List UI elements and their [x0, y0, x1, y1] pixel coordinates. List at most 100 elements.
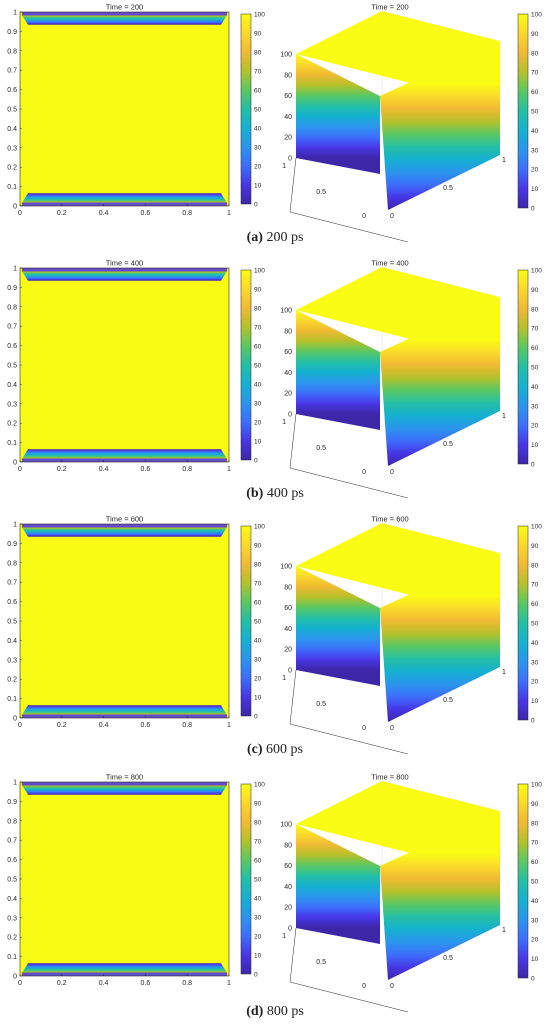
colorbar-tick-label: 20	[254, 420, 262, 427]
x-tick-label: 0.2	[57, 722, 67, 729]
z-tick-label: 20	[284, 391, 292, 398]
x-tick-label: 0.5	[443, 185, 453, 192]
heatmap-edge-top	[22, 782, 227, 786]
heatmap-edge-top	[22, 524, 227, 528]
x-tick-label: 0.4	[99, 722, 109, 729]
z-tick-label: 20	[284, 647, 292, 654]
colorbar-tick-label: 40	[254, 126, 262, 133]
caption-a-label: (a)	[246, 230, 263, 245]
colorbar-tick-label: 20	[531, 679, 539, 686]
x-tick-label: 0.5	[443, 441, 453, 448]
colorbar-tick-label: 60	[254, 600, 262, 607]
caption-d-text: 800 ps	[266, 1004, 304, 1019]
y-tick-label: 0.6	[7, 343, 17, 350]
colorbar	[240, 783, 252, 975]
surface-right-wall	[380, 41, 500, 210]
colorbar-tick-label: 10	[254, 695, 262, 702]
colorbar-tick-label: 80	[254, 820, 262, 827]
plot-title: Time = 400	[106, 259, 143, 268]
colorbar-tick-label: 60	[531, 89, 539, 96]
axis-base	[289, 413, 409, 499]
y-tick-label: 0.9	[7, 799, 17, 806]
colorbar-tick-label: 10	[254, 953, 262, 960]
colorbar-tick-label: 80	[254, 306, 262, 313]
y-tick-label: 0.2	[7, 165, 17, 172]
colorbar-tick-label: 30	[254, 915, 262, 922]
colorbar-tick-label: 90	[531, 31, 539, 38]
z-tick-label: 60	[284, 349, 292, 356]
y-tick-label: 0.1	[7, 696, 17, 703]
colorbar	[240, 13, 252, 205]
colorbar	[517, 525, 529, 721]
y-tick-label: 1	[13, 10, 17, 17]
y-tick-label: 0.5	[7, 877, 17, 884]
y-tick-label: 0.5	[7, 107, 17, 114]
x-tick-label: 0.6	[141, 722, 151, 729]
x-tick-label: 0	[18, 980, 22, 987]
z-tick-label: 40	[284, 370, 292, 377]
colorbar-tick-label: 50	[254, 363, 262, 370]
colorbar-tick-label: 70	[531, 326, 539, 333]
colorbar-tick-label: 100	[254, 268, 265, 275]
surface-left-wall	[296, 310, 380, 430]
surface-left-wall	[296, 54, 380, 174]
colorbar-tick-label: 70	[254, 581, 262, 588]
colorbar-tick-label: 50	[531, 109, 539, 116]
y-tick-label: 0.6	[7, 857, 17, 864]
colorbar-tick-label: 90	[254, 543, 262, 550]
colorbar-tick-label: 70	[531, 70, 539, 77]
z-tick-label: 0	[288, 926, 292, 933]
colorbar-tick-label: 50	[531, 879, 539, 886]
x-tick-label: 0.6	[141, 466, 151, 473]
x-tick-label: 0	[390, 983, 394, 990]
colorbar-tick-label: 10	[531, 956, 539, 963]
colorbar-tick-label: 50	[254, 107, 262, 114]
surface-left-wall	[296, 824, 380, 944]
x-tick-label: 1	[502, 157, 506, 164]
colorbar-tick-label: 0	[531, 718, 535, 725]
x-tick-label: 1	[227, 466, 231, 473]
colorbar-tick-label: 50	[254, 877, 262, 884]
x-tick-label: 1	[227, 722, 231, 729]
z-tick-label: 100	[280, 52, 292, 59]
x-tick-label: 1	[227, 980, 231, 987]
heatmap-interior	[20, 268, 229, 462]
plot-title: Time = 200	[106, 3, 143, 12]
x-tick-label: 0.8	[182, 722, 192, 729]
y-tick-label: 0.4	[7, 638, 17, 645]
x-tick-label: 0.4	[99, 466, 109, 473]
y-tick-label: 0.8	[7, 818, 17, 825]
y-tick-label: 0.7	[7, 324, 17, 331]
caption-b: (b) 400 ps	[0, 486, 550, 502]
y-tick-label: 0.6	[7, 87, 17, 94]
surface-right-wall	[380, 811, 500, 980]
z-tick-label: 0	[288, 156, 292, 163]
colorbar-tick-label: 100	[531, 12, 542, 19]
colorbar-tick-label: 90	[254, 801, 262, 808]
z-tick-label: 40	[284, 884, 292, 891]
x-tick-label: 1	[502, 669, 506, 676]
z-tick-label: 60	[284, 605, 292, 612]
colorbar-tick-label: 50	[531, 621, 539, 628]
y-tick-label: 0	[362, 983, 366, 990]
colorbar-tick-label: 30	[531, 147, 539, 154]
colorbar-tick-label: 40	[254, 638, 262, 645]
y-tick-label: 1	[13, 780, 17, 787]
heatmap-interior	[20, 524, 229, 718]
colorbar-tick-label: 30	[531, 917, 539, 924]
y-tick-label: 0.5	[7, 619, 17, 626]
heatmap-interior	[20, 12, 229, 206]
heatmap-edge-bottom	[22, 972, 227, 976]
colorbar-tick-label: 50	[531, 365, 539, 372]
plot-title: Time = 200	[371, 3, 408, 12]
y-tick-label: 0.4	[7, 126, 17, 133]
z-tick-label: 80	[284, 584, 292, 591]
heatmap-edge-bottom	[22, 458, 227, 462]
y-tick-label: 1	[282, 419, 286, 426]
colorbar-tick-label: 0	[254, 458, 258, 465]
